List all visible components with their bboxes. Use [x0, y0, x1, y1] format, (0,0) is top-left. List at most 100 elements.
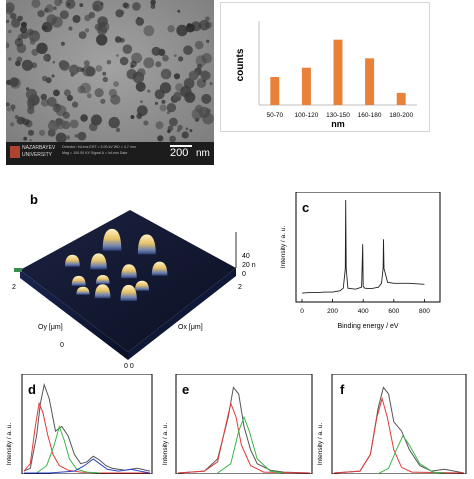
panel-label-b: b [30, 192, 38, 207]
hist-tick-label: 160-180 [358, 112, 382, 119]
d-frame [21, 373, 153, 475]
sem-particle [102, 76, 109, 83]
sem-particle [162, 54, 169, 62]
sem-particle [90, 114, 102, 126]
sem-particle [8, 57, 12, 61]
sem-particle [209, 82, 213, 86]
hist-x-label: nm [331, 119, 345, 129]
sem-particle [126, 69, 137, 80]
sem-particle [78, 31, 87, 39]
sem-particle [185, 127, 189, 131]
sem-particle [27, 28, 34, 36]
sem-particle [161, 99, 166, 104]
sem-particle [160, 68, 172, 80]
panel-label-c: c [302, 200, 309, 215]
sem-particle [196, 63, 203, 70]
sem-particle [79, 3, 84, 7]
sem-particle [140, 100, 143, 103]
sem-particle [31, 48, 39, 56]
sem-particle [183, 45, 193, 55]
sem-particle [119, 56, 129, 66]
sem-particle [65, 135, 71, 140]
xps-panel-e: e Intensity / a. u. [160, 373, 320, 475]
sem-meta-line-2: Mag = 100.00 KX Signal A = InLens Date [62, 151, 128, 155]
afm-peak [137, 234, 156, 255]
spectrum-series-line [36, 424, 100, 474]
sem-particle [194, 40, 204, 50]
sem-particle [74, 134, 79, 138]
sem-particle [46, 96, 57, 107]
sem-particle [51, 74, 55, 78]
sem-particle [130, 115, 135, 119]
sem-particle [100, 2, 104, 6]
afm-side-left [20, 270, 128, 360]
sem-particle [59, 10, 69, 20]
sem-particle [45, 77, 52, 84]
sem-particle [83, 60, 90, 67]
afm-oy-label: Oy [μm] [38, 324, 63, 331]
sem-particle [96, 34, 108, 46]
sem-particle [28, 129, 34, 136]
survey-y-label: Intensity / a. u. [280, 226, 287, 268]
sem-particle [120, 10, 125, 15]
xps-survey-panel: c 0 200 400 600 800 Intensity / a. u. Bindin… [268, 191, 448, 344]
sem-particle [69, 64, 80, 75]
sem-particle [205, 16, 210, 22]
xps-f-chart: f Intensity / a. u. [317, 373, 467, 475]
sem-particle [132, 2, 141, 11]
sem-particle [68, 26, 73, 31]
sem-particle [10, 104, 16, 110]
university-logo [10, 146, 20, 158]
sem-particle [97, 16, 108, 27]
sem-particle [53, 89, 60, 97]
sem-particle [55, 132, 67, 144]
sem-particle [95, 65, 103, 72]
afm-peak [94, 284, 111, 299]
hist-bar [333, 39, 343, 106]
sem-particle [191, 108, 203, 120]
hist-y-label: counts [235, 48, 246, 81]
sem-particle [143, 120, 149, 126]
university-name-line2: University [22, 152, 53, 158]
sem-particle [123, 2, 130, 9]
sem-particle [29, 38, 36, 45]
sem-particle [115, 127, 121, 133]
sem-particle [31, 0, 41, 8]
xps-e-chart: e Intensity / a. u. [162, 373, 313, 475]
size-histogram: 50-70 100-120 130-150 160-180 180-200 counts… [235, 21, 417, 129]
sem-particle [93, 4, 100, 11]
sem-particle [20, 26, 28, 34]
sem-particle [54, 0, 62, 7]
sem-particle [135, 81, 146, 92]
sem-particle [142, 87, 145, 90]
sem-particle [114, 36, 122, 43]
sem-particle [76, 66, 83, 73]
survey-x-tick-label: 200 [327, 308, 338, 315]
sem-particle [10, 12, 17, 20]
panel-label-e: e [182, 382, 189, 397]
sem-particle [155, 61, 162, 68]
sem-particle [122, 44, 133, 54]
d-y-label: Intensity / a. u. [6, 423, 13, 465]
xps-d-chart: d Intensity / a. u. [6, 373, 153, 475]
sem-particle [59, 60, 70, 71]
sem-particle [21, 59, 33, 71]
sem-particle [137, 68, 146, 77]
survey-x-tick-label: 0 [300, 308, 304, 315]
survey-x-tick-label: 400 [358, 308, 369, 315]
hist-tick-label: 180-200 [389, 112, 413, 119]
afm-peak [65, 254, 80, 267]
sem-particle [116, 54, 119, 57]
sem-particle [97, 25, 108, 36]
sem-particle [6, 2, 15, 13]
hist-bar [396, 92, 406, 105]
sem-particle [177, 9, 181, 13]
sem-particle [41, 25, 48, 31]
sem-particle [10, 122, 15, 127]
hist-tick-label: 130-150 [326, 112, 350, 119]
sem-particle [66, 94, 73, 102]
sem-particle [151, 46, 161, 56]
afm-base-surface [20, 210, 236, 352]
sem-micrograph [6, 0, 214, 165]
sem-particle [60, 41, 65, 46]
